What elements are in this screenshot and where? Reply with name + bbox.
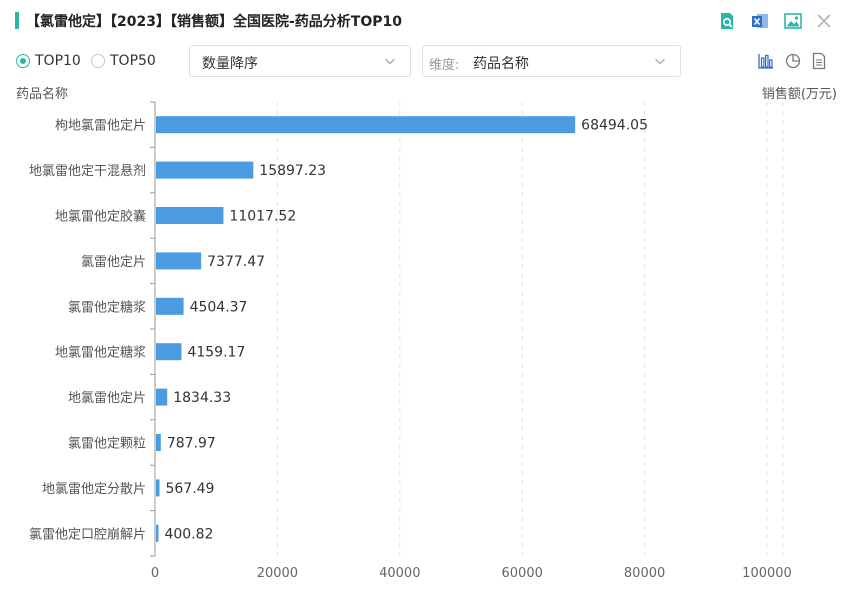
bar-value-label: 1834.33	[173, 390, 231, 406]
radio-top50-label: TOP50	[110, 53, 156, 69]
category-label: 地氯雷他定胶囊	[55, 209, 146, 225]
excel-export-icon[interactable]	[750, 11, 770, 31]
image-export-icon[interactable]	[783, 11, 803, 31]
radio-top10-label: TOP10	[35, 53, 81, 69]
chart-header: 【氯雷他定】【2023】【销售额】全国医院-药品分析TOP10	[0, 0, 865, 42]
category-label: 地氯雷他定片	[68, 391, 146, 406]
x-tick-label: 20000	[257, 566, 298, 581]
x-tick-label: 60000	[502, 566, 543, 581]
bar-value-label: 11017.52	[229, 209, 296, 225]
bar-value-label: 15897.23	[259, 163, 326, 179]
x-tick-label: 40000	[379, 566, 420, 581]
bar	[156, 388, 168, 406]
bar-value-label: 400.82	[164, 526, 213, 542]
x-tick-label: 80000	[624, 566, 665, 581]
sort-select[interactable]: 数量降序	[189, 45, 411, 77]
bar	[156, 207, 224, 224]
category-label: 氯雷他定片	[81, 255, 146, 270]
bar	[156, 297, 184, 315]
category-label: 地氯雷他定糖浆	[55, 345, 146, 361]
bar-value-label: 567.49	[165, 481, 214, 497]
dimension-select-value: 药品名称	[473, 56, 529, 72]
category-label: 氯雷他定颗粒	[68, 437, 146, 452]
bar-value-label: 787.97	[167, 436, 216, 452]
bar	[156, 434, 161, 451]
bar	[156, 161, 254, 179]
radio-top50-dot[interactable]	[91, 54, 105, 68]
bar	[156, 252, 202, 270]
bar	[156, 116, 576, 134]
category-label: 氯雷他定糖浆	[68, 299, 146, 315]
category-label: 氯雷他定口腔崩解片	[29, 527, 146, 542]
dimension-prefix: 维度:	[429, 58, 460, 73]
radio-top10-dot[interactable]	[16, 54, 30, 68]
y-axis-title: 药品名称	[16, 87, 69, 102]
x-tick-label: 0	[151, 566, 159, 581]
bar-value-label: 68494.05	[581, 118, 648, 134]
x-tick-label: 100000	[742, 566, 792, 581]
search-report-icon[interactable]	[717, 11, 737, 31]
chart-controls: TOP10 TOP50 数量降序 维度: 药品名称	[0, 44, 865, 80]
radio-top50[interactable]: TOP50	[91, 53, 156, 69]
bar	[156, 524, 159, 542]
dimension-select[interactable]: 维度: 药品名称	[422, 45, 681, 77]
chevron-down-icon	[655, 58, 665, 65]
bar-value-label: 4159.17	[187, 345, 245, 361]
radio-top10[interactable]: TOP10	[16, 53, 81, 69]
sort-select-value: 数量降序	[202, 56, 258, 72]
bar-chart: 0 20000 40000 60000 80000 100000 枸地氯雷他定片地氯雷他定干…	[29, 101, 792, 581]
category-label: 地氯雷他定干混悬剂	[29, 164, 146, 179]
x-axis-title: 销售额(万元)	[761, 87, 837, 102]
category-label: 枸地氯雷他定片	[55, 119, 146, 134]
title-accent-bar	[15, 12, 19, 29]
table-view-icon[interactable]	[810, 52, 828, 70]
bar	[156, 479, 160, 497]
pie-chart-icon[interactable]	[784, 52, 802, 70]
category-label: 地氯雷他定分散片	[42, 482, 146, 497]
chart-title: 【氯雷他定】【2023】【销售额】全国医院-药品分析TOP10	[26, 14, 402, 30]
bar-chart-icon[interactable]	[757, 52, 775, 70]
close-icon[interactable]	[814, 11, 834, 31]
bar-value-label: 7377.47	[207, 254, 265, 270]
bar-value-label: 4504.37	[190, 299, 248, 315]
chevron-down-icon	[385, 58, 395, 65]
bar	[156, 343, 182, 361]
